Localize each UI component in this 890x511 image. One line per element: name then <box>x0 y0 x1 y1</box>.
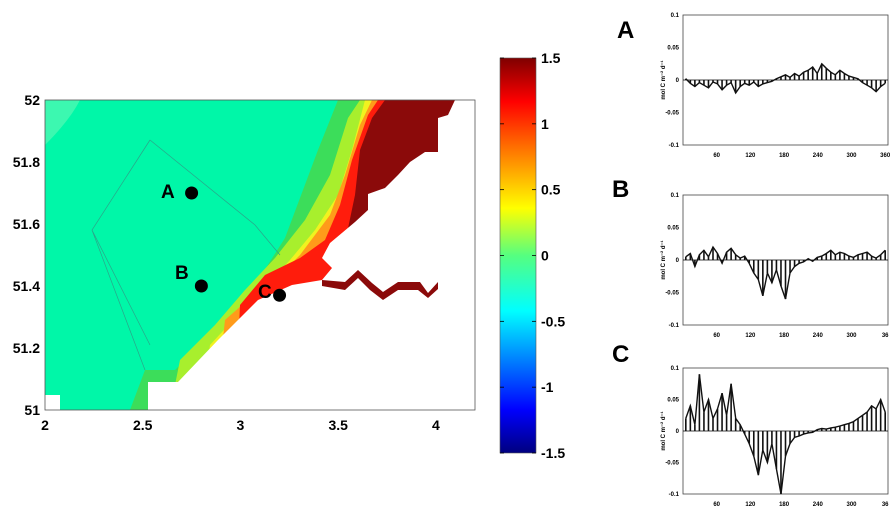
contour-top-left <box>45 100 80 145</box>
panel-x-tick-label: 36 <box>882 333 889 339</box>
panel-y-tick-label: 0.1 <box>671 366 680 372</box>
panel-x-tick-label: 60 <box>713 153 720 159</box>
colorbar-tick-label: 0.5 <box>541 182 561 198</box>
colorbar-tick-label: -1.5 <box>541 445 565 461</box>
site-c-label: C <box>258 282 272 303</box>
panel-x-tick-label: 36 <box>882 502 889 508</box>
map-frame <box>44 99 476 411</box>
panel-y-tick-label: -0.1 <box>669 323 680 329</box>
map-x-tick-label: 4 <box>432 417 440 433</box>
map-y-axis: 51 51.2 51.4 51.6 51.8 52 <box>13 92 40 418</box>
panel-x-tick-label: 240 <box>813 153 824 159</box>
panel-y-tick-label: 0.05 <box>667 226 679 232</box>
coastal-strip <box>322 270 438 300</box>
time-series-panel-a: 0.1 0.05 0 -0.05 -0.1 60 120 180 240 300 360 mol C … <box>660 13 890 159</box>
panel-x-tick-label: 180 <box>779 153 790 159</box>
panel-x-tick-label: 180 <box>779 502 790 508</box>
colorbar-ticks: 1.5 1 0.5 0 -0.5 -1 -1.5 <box>500 50 565 461</box>
panel-y-tick-label: 0.05 <box>667 398 679 404</box>
map-y-tick-label: 51.6 <box>13 216 40 232</box>
panel-y-tick-label: -0.05 <box>665 461 679 467</box>
panel-a-letter: A <box>617 17 634 44</box>
panel-x-tick-label: 120 <box>745 333 756 339</box>
series-line <box>685 374 886 495</box>
panel-x-tick-label: 300 <box>846 153 857 159</box>
panel-y-tick-label: -0.05 <box>665 111 679 117</box>
panel-c-letter: C <box>612 341 629 368</box>
panel-x-tick-label: 240 <box>813 333 824 339</box>
panel-x-tick-label: 180 <box>779 333 790 339</box>
colorbar: 1.5 1 0.5 0 -0.5 -1 -1.5 <box>499 50 565 461</box>
panel-y-tick-label: 0.1 <box>671 13 680 19</box>
grid-polygon <box>91 139 281 371</box>
map-y-tick-label: 51 <box>24 402 40 418</box>
panel-x-tick-label: 300 <box>846 333 857 339</box>
contour-map <box>44 99 476 411</box>
panel-y-tick-label: 0.1 <box>671 193 680 199</box>
site-a-marker[interactable] <box>185 186 199 200</box>
colorbar-tick-label: 1 <box>541 116 549 132</box>
panel-x-tick-label: 120 <box>745 153 756 159</box>
site-a-label: A <box>161 182 175 203</box>
panel-y-tick-label: -0.05 <box>665 291 679 297</box>
map-sites: A B C <box>161 182 287 303</box>
panel-y-axis-label: mol C m⁻² d⁻¹ <box>660 240 667 279</box>
time-series-panel-b: 0.1 0.05 0 -0.05 -0.1 60 120 180 240 300 36 mol C m… <box>660 193 889 339</box>
colorbar-tick-label: 0 <box>541 248 549 264</box>
map-y-tick-label: 52 <box>24 92 40 108</box>
series-line <box>685 245 886 300</box>
panel-y-axis-label: mol C m⁻² d⁻¹ <box>660 411 667 450</box>
panel-y-tick-label: -0.1 <box>669 492 680 498</box>
panel-y-tick-label: 0.05 <box>667 46 679 52</box>
map-x-tick-label: 3 <box>237 417 245 433</box>
map-y-tick-label: 51.4 <box>13 278 40 294</box>
colorbar-tick-label: -1 <box>541 379 554 395</box>
map-x-tick-label: 3.5 <box>328 417 348 433</box>
panel-y-tick-label: -0.1 <box>669 143 680 149</box>
panel-x-tick-label: 360 <box>880 153 890 159</box>
panel-x-tick-label: 300 <box>846 502 857 508</box>
panel-y-axis-label: mol C m⁻² d⁻¹ <box>660 60 667 99</box>
site-b-label: B <box>175 263 189 284</box>
colorbar-gradient <box>499 57 537 454</box>
panel-x-tick-label: 60 <box>713 333 720 339</box>
panel-y-tick-label: 0 <box>676 429 680 435</box>
map-x-axis: 2 2.5 3 3.5 4 <box>41 417 440 433</box>
colorbar-tick-label: 1.5 <box>541 50 561 66</box>
panel-y-tick-label: 0 <box>676 258 680 264</box>
map-y-tick-label: 51.2 <box>13 340 40 356</box>
panel-x-tick-label: 120 <box>745 502 756 508</box>
land-mask <box>45 100 475 410</box>
colorbar-tick-label: -0.5 <box>541 313 565 329</box>
site-b-marker[interactable] <box>194 279 208 293</box>
panel-x-tick-label: 60 <box>713 502 720 508</box>
time-series-panel-c: 0.1 0.05 0 -0.05 -0.1 60 120 180 240 300 36 mol C m… <box>660 366 889 508</box>
series-line <box>685 62 886 95</box>
site-c-marker[interactable] <box>273 288 287 302</box>
panel-x-tick-label: 240 <box>813 502 824 508</box>
map-y-tick-label: 51.8 <box>13 154 40 170</box>
map-x-tick-label: 2.5 <box>133 417 153 433</box>
panel-y-tick-label: 0 <box>676 78 680 84</box>
map-x-tick-label: 2 <box>41 417 49 433</box>
panel-b-letter: B <box>612 176 629 203</box>
